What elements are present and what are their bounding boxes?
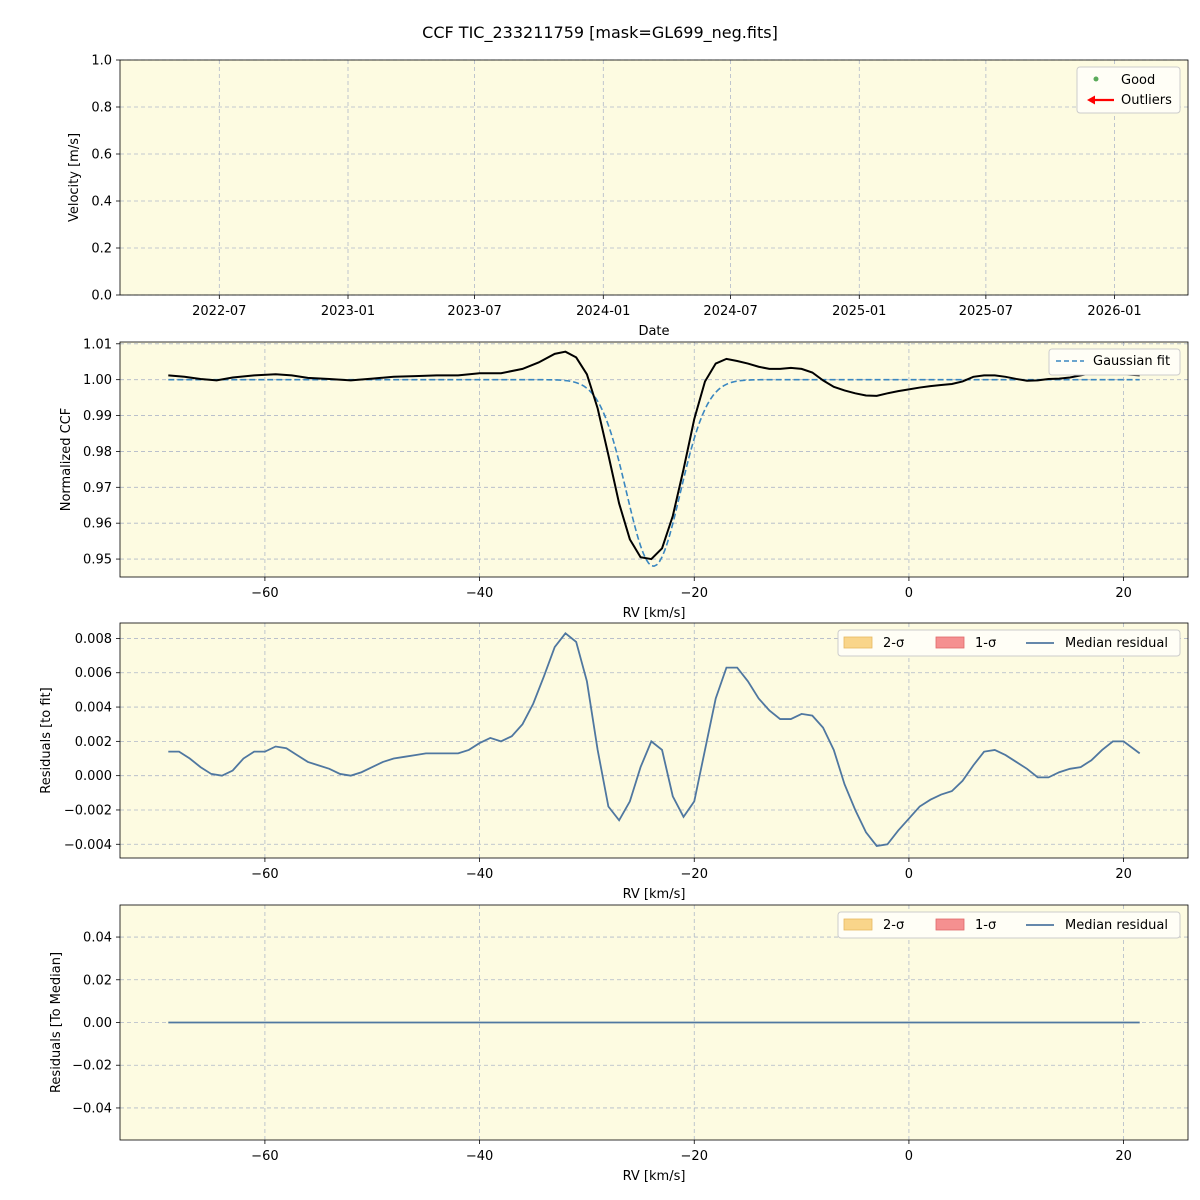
x-tick-label: 2023-07: [447, 304, 501, 319]
y-tick-label: 0.96: [83, 517, 112, 532]
legend-label-two-sigma: 2-σ: [883, 918, 904, 933]
y-tick-label: 0.95: [83, 553, 112, 568]
legend-box: [837, 911, 1181, 939]
y-tick-label: −0.002: [64, 803, 112, 818]
ccf-line: [168, 350, 1140, 561]
residual-fit-panel: [116, 622, 1189, 862]
x-tick-label: −40: [466, 1149, 493, 1164]
x-tick-label: 0: [905, 586, 913, 601]
legend: [837, 629, 1181, 657]
y-tick-label: 1.0: [91, 54, 112, 69]
x-tick-label: 20: [1115, 1149, 1132, 1164]
x-tick-label: −60: [251, 586, 278, 601]
axes-frame: [119, 59, 1189, 296]
axes-frame: [119, 341, 1189, 578]
x-tick-label: 20: [1115, 867, 1132, 882]
y-axis-label: Residuals [To Median]: [49, 952, 64, 1093]
legend-box: [1076, 66, 1181, 114]
legend-label-median-residual: Median residual: [1065, 636, 1168, 651]
x-tick-label: −60: [251, 867, 278, 882]
y-tick-label: 1.00: [83, 373, 112, 388]
legend: [1048, 348, 1181, 376]
x-tick-label: 2024-01: [576, 304, 630, 319]
good-marker-icon: [1093, 76, 1099, 82]
residual-median-panel: [116, 904, 1189, 1144]
y-tick-label: 0.2: [91, 242, 112, 257]
x-tick-label: −60: [251, 1149, 278, 1164]
axes-frame: [119, 622, 1189, 859]
ccf-panel: [116, 341, 1189, 581]
x-axis-label: Date: [638, 324, 669, 339]
x-tick-label: −20: [681, 1149, 708, 1164]
y-tick-label: 0.4: [91, 195, 112, 210]
legend-label-outliers: Outliers: [1121, 93, 1172, 108]
legend-label-one-sigma: 1-σ: [975, 636, 996, 651]
legend-label-two-sigma: 2-σ: [883, 636, 904, 651]
y-tick-label: 0.004: [75, 701, 112, 716]
x-tick-label: 0: [905, 1149, 913, 1164]
x-axis-label: RV [km/s]: [623, 1169, 686, 1184]
y-tick-label: 0.0: [91, 289, 112, 304]
y-tick-label: 0.002: [75, 735, 112, 750]
y-tick-label: 0.04: [83, 931, 112, 946]
x-tick-label: 0: [905, 867, 913, 882]
y-tick-label: 0.98: [83, 445, 112, 460]
y-tick-label: −0.04: [72, 1101, 112, 1116]
legend-label-one-sigma: 1-σ: [975, 918, 996, 933]
velocity-panel: [116, 59, 1189, 299]
legend-label-good: Good: [1121, 73, 1155, 88]
legend-box: [837, 629, 1181, 657]
y-tick-label: 0.000: [75, 769, 112, 784]
y-tick-label: 0.02: [83, 973, 112, 988]
y-tick-label: 0.006: [75, 666, 112, 681]
x-tick-label: 20: [1115, 586, 1132, 601]
outliers-arrow-icon: [1087, 95, 1095, 105]
one-sigma-swatch: [935, 918, 965, 931]
y-tick-label: 0.008: [75, 632, 112, 647]
x-tick-label: −20: [681, 867, 708, 882]
y-tick-label: −0.02: [72, 1059, 112, 1074]
x-tick-label: −40: [466, 867, 493, 882]
y-tick-label: −0.004: [64, 838, 112, 853]
x-tick-label: 2022-07: [192, 304, 246, 319]
y-tick-label: 0.8: [91, 101, 112, 116]
legend: [837, 911, 1181, 939]
legend-label-gaussian: Gaussian fit: [1093, 354, 1170, 369]
one-sigma-swatch: [935, 636, 965, 649]
legend-label-median-residual: Median residual: [1065, 918, 1168, 933]
x-tick-label: 2025-01: [832, 304, 886, 319]
x-tick-label: 2025-07: [959, 304, 1013, 319]
y-tick-label: 0.97: [83, 481, 112, 496]
plot-area: [120, 342, 1188, 577]
median-residual-line: [168, 632, 1141, 847]
plot-area: [120, 60, 1188, 295]
gaussian-fit-line: [168, 378, 1140, 568]
y-tick-label: 0.00: [83, 1016, 112, 1031]
x-tick-label: 2024-07: [703, 304, 757, 319]
two-sigma-swatch: [843, 918, 873, 931]
x-tick-label: −40: [466, 586, 493, 601]
x-tick-label: 2023-01: [321, 304, 375, 319]
x-axis-label: RV [km/s]: [623, 606, 686, 621]
legend-box: [1048, 348, 1181, 376]
figure-title: CCF TIC_233211759 [mask=GL699_neg.fits]: [422, 23, 778, 43]
y-tick-label: 1.01: [83, 337, 112, 352]
y-axis-label: Residuals [to fit]: [39, 687, 54, 793]
y-tick-label: 0.6: [91, 148, 112, 163]
two-sigma-swatch: [843, 636, 873, 649]
x-axis-label: RV [km/s]: [623, 887, 686, 902]
axes-frame: [119, 904, 1189, 1141]
legend: [1076, 66, 1181, 114]
x-tick-label: −20: [681, 586, 708, 601]
y-axis-label: Normalized CCF: [59, 408, 74, 512]
x-tick-label: 2026-01: [1087, 304, 1141, 319]
plot-area: [120, 623, 1188, 858]
y-axis-label: Velocity [m/s]: [67, 133, 82, 222]
y-tick-label: 0.99: [83, 409, 112, 424]
